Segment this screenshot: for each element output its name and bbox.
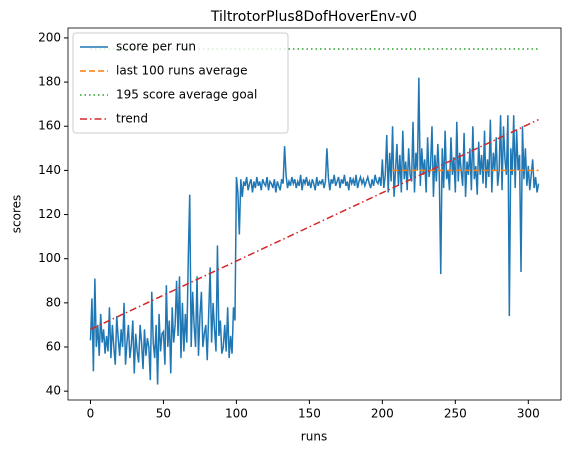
x-tick-label: 150: [298, 407, 321, 421]
series-line: [89, 77, 540, 385]
chart-title: TiltrotorPlus8DofHoverEnv-v0: [210, 9, 417, 25]
x-axis-label: runs: [301, 430, 327, 444]
x-tick-label: 50: [156, 407, 171, 421]
legend: score per run last 100 runs average 195 sc…: [72, 32, 289, 134]
legend-box: [72, 32, 289, 134]
legend-label: last 100 runs average: [116, 64, 248, 78]
y-tick-label: 60: [46, 340, 61, 354]
legend-label: 195 score average goal: [116, 88, 257, 102]
y-tick-label: 180: [38, 75, 61, 89]
y-tick-label: 160: [38, 119, 61, 133]
x-tick-label: 200: [371, 407, 394, 421]
y-tick-label: 140: [38, 163, 61, 177]
y-tick-label: 40: [46, 384, 61, 398]
y-tick-label: 100: [38, 251, 61, 265]
legend-label: trend: [116, 112, 148, 126]
y-tick-label: 120: [38, 207, 61, 221]
y-axis-label: scores: [10, 195, 24, 234]
x-tick-label: 250: [444, 407, 467, 421]
series-line: [90, 118, 539, 331]
x-tick-label: 0: [87, 407, 95, 421]
y-tick-label: 200: [38, 30, 61, 44]
y-tick-label: 80: [46, 295, 61, 309]
legend-label: score per run: [116, 40, 196, 54]
x-tick-label: 300: [517, 407, 540, 421]
plot-frame: [67, 27, 562, 401]
x-tick-label: 100: [225, 407, 248, 421]
